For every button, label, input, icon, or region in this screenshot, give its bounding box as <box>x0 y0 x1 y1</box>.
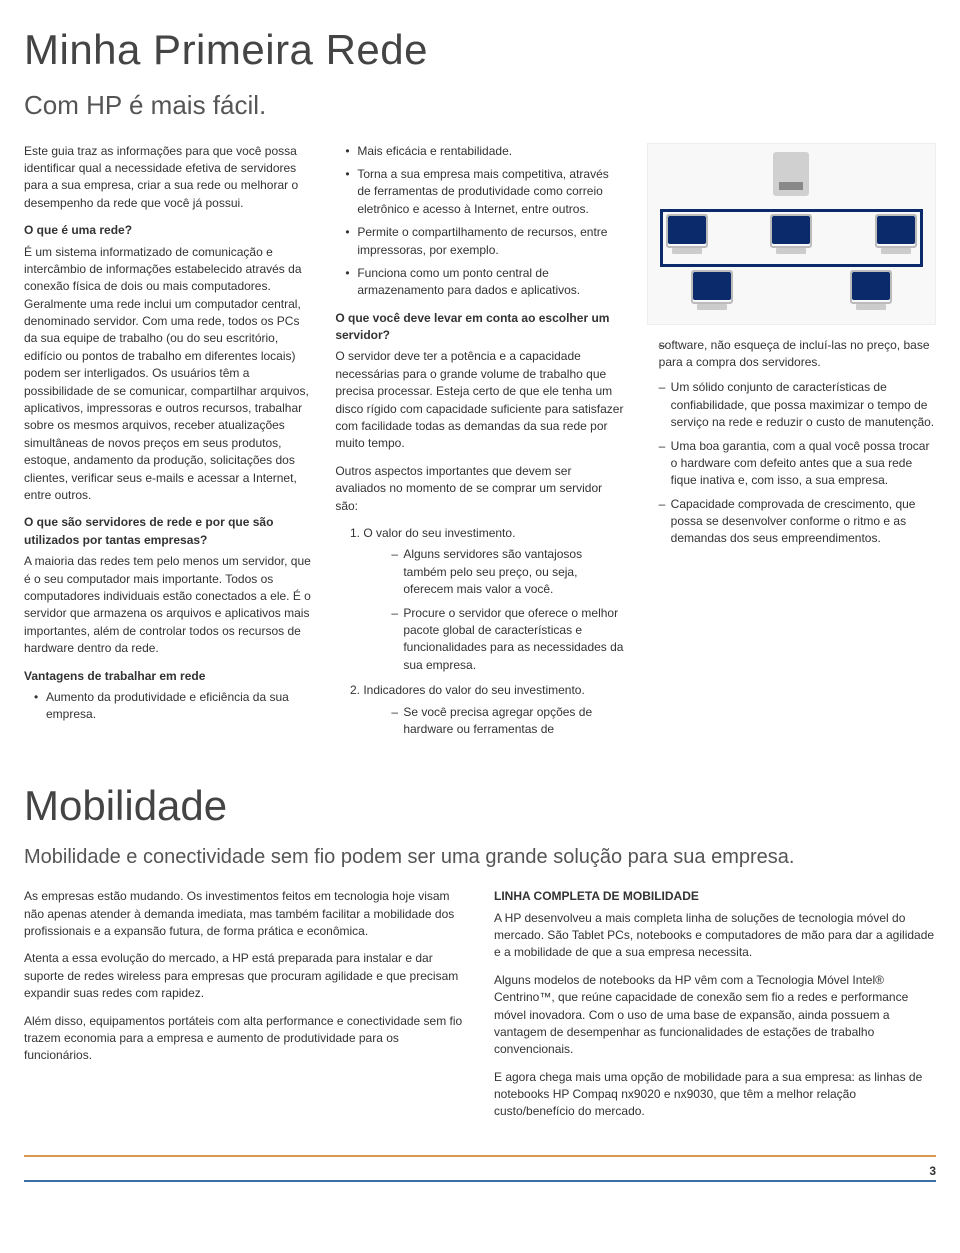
advantage-item: Torna a sua empresa mais competitiva, at… <box>347 166 624 218</box>
detail-item: Uma boa garantia, com a qual você possa … <box>659 438 936 490</box>
mobility-right: LINHA COMPLETA DE MOBILIDADE A HP desenv… <box>494 888 936 1131</box>
mobility-r1: A HP desenvolveu a mais completa linha d… <box>494 910 936 962</box>
mobility-p3: Além disso, equipamentos portáteis com a… <box>24 1013 466 1065</box>
aspect-label: O valor do seu investimento. <box>363 526 515 540</box>
page-subtitle: Com HP é mais fácil. <box>24 87 936 125</box>
advantages-list: Aumento da produtividade e eficiência da… <box>24 689 313 724</box>
monitor-icon <box>877 216 915 244</box>
server-icon <box>773 152 809 196</box>
advantages-list-cont: Mais eficácia e rentabilidade. Torna a s… <box>335 143 624 300</box>
advantage-item: Mais eficácia e rentabilidade. <box>347 143 624 160</box>
monitor-icon <box>668 216 706 244</box>
page-number: 3 <box>929 1164 936 1178</box>
intro-paragraph: Este guia traz as informações para que v… <box>24 143 313 213</box>
server-requirements: O servidor deve ter a potência e a capac… <box>335 348 624 452</box>
network-line <box>920 209 923 267</box>
aspect-label: Indicadores do valor do seu investimento… <box>363 683 584 697</box>
mobility-r2: Alguns modelos de notebooks da HP vêm co… <box>494 972 936 1059</box>
mobility-p2: Atenta a essa evolução do mercado, a HP … <box>24 950 466 1002</box>
aspect-indicators: Indicadores do valor do seu investimento… <box>363 682 624 738</box>
detail-item: Alguns servidores são vantajosos também … <box>391 546 624 598</box>
page-footer: 3 <box>24 1155 936 1180</box>
heading-advantages: Vantagens de trabalhar em rede <box>24 668 313 685</box>
detail-item: Se você precisa agregar opções de hardwa… <box>391 704 624 739</box>
servers-explanation: A maioria das redes tem pelo menos um se… <box>24 553 313 657</box>
monitor-icon <box>852 272 890 300</box>
advantage-item: Aumento da produtividade e eficiência da… <box>36 689 313 724</box>
mobility-columns: As empresas estão mudando. Os investimen… <box>24 888 936 1131</box>
advantage-item: Permite o compartilhamento de recursos, … <box>347 224 624 259</box>
text: software, não esqueça de incluí-las no p… <box>647 337 936 372</box>
mobility-subtitle: Mobilidade e conectividade sem fio podem… <box>24 843 936 872</box>
detail-item: Um sólido conjunto de características de… <box>659 379 936 431</box>
mobility-line-heading: LINHA COMPLETA DE MOBILIDADE <box>494 888 936 905</box>
advantage-item: Funciona como um ponto central de armaze… <box>347 265 624 300</box>
aspect-value-details: Alguns servidores são vantajosos também … <box>363 546 624 674</box>
column-right: software, não esqueça de incluí-las no p… <box>647 143 936 749</box>
three-column-layout: Este guia traz as informações para que v… <box>24 143 936 749</box>
other-aspects-intro: Outros aspectos importantes que devem se… <box>335 463 624 515</box>
question-choosing-server: O que você deve levar em conta ao escolh… <box>335 310 624 345</box>
mobility-title: Mobilidade <box>24 776 936 837</box>
detail-item: Capacidade comprovada de crescimento, qu… <box>659 496 936 548</box>
mobility-r3: E agora chega mais uma opção de mobilida… <box>494 1069 936 1121</box>
column-left: Este guia traz as informações para que v… <box>24 143 313 749</box>
aspect-value: O valor do seu investimento. Alguns serv… <box>363 525 624 674</box>
continuation-text: software, não esqueça de incluí-las no p… <box>659 337 936 372</box>
mobility-left: As empresas estão mudando. Os investimen… <box>24 888 466 1131</box>
mobility-p1: As empresas estão mudando. Os investimen… <box>24 888 466 940</box>
network-line <box>660 264 923 267</box>
server-aspects-list: O valor do seu investimento. Alguns serv… <box>335 525 624 738</box>
question-servers: O que são servidores de rede e por que s… <box>24 514 313 549</box>
network-line <box>660 209 923 212</box>
monitor-icon <box>772 216 810 244</box>
software-continuation: software, não esqueça de incluí-las no p… <box>647 337 936 372</box>
question-what-is-network: O que é uma rede? <box>24 222 313 239</box>
monitor-icon <box>693 272 731 300</box>
network-definition: É um sistema informatizado de comunicaçã… <box>24 244 313 505</box>
page-title: Minha Primeira Rede <box>24 20 936 81</box>
aspect-indicators-details: Se você precisa agregar opções de hardwa… <box>363 704 624 739</box>
network-line <box>660 209 663 267</box>
network-diagram <box>647 143 936 325</box>
detail-item: Procure o servidor que oferece o melhor … <box>391 605 624 675</box>
column-middle: Mais eficácia e rentabilidade. Torna a s… <box>335 143 624 749</box>
reliability-list: Um sólido conjunto de características de… <box>647 379 936 548</box>
